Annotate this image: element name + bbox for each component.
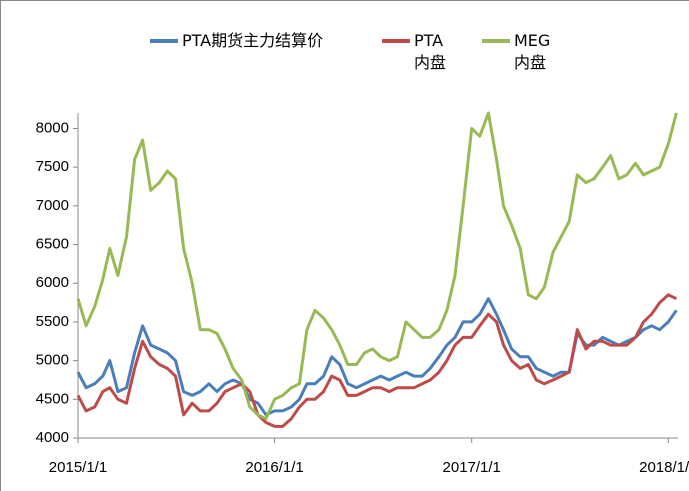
series-line bbox=[76, 111, 678, 421]
legend-item: PTA期货主力结算价 bbox=[150, 30, 402, 52]
legend-label: MEG 内盘 bbox=[514, 31, 551, 72]
y-tick-label: 7500 bbox=[36, 158, 69, 175]
legend-swatch bbox=[382, 39, 410, 43]
y-tick-label: 6000 bbox=[36, 274, 69, 291]
y-tick-label: 5000 bbox=[36, 352, 69, 369]
x-tick-label: 2016/1/1 bbox=[245, 459, 303, 476]
series-line bbox=[76, 293, 678, 428]
legend-item: PTA 内盘 bbox=[382, 30, 464, 74]
y-tick-label: 4500 bbox=[36, 390, 69, 407]
legend-label: PTA 内盘 bbox=[414, 31, 447, 72]
y-tick-label: 6500 bbox=[36, 236, 69, 253]
legend-swatch bbox=[150, 39, 178, 43]
legend-label: PTA期货主力结算价 bbox=[182, 31, 324, 50]
y-tick-label: 4000 bbox=[36, 429, 69, 446]
x-tick-label: 2018/1/1 bbox=[639, 459, 689, 476]
legend-item: MEG 内盘 bbox=[482, 30, 564, 74]
x-tick-label: 2017/1/1 bbox=[443, 459, 501, 476]
x-tick-label: 2015/1/1 bbox=[49, 459, 107, 476]
series-line bbox=[76, 297, 678, 417]
y-tick-label: 7000 bbox=[36, 197, 69, 214]
y-tick-label: 8000 bbox=[36, 119, 69, 136]
legend-swatch bbox=[482, 39, 510, 43]
y-tick-label: 5500 bbox=[36, 313, 69, 330]
